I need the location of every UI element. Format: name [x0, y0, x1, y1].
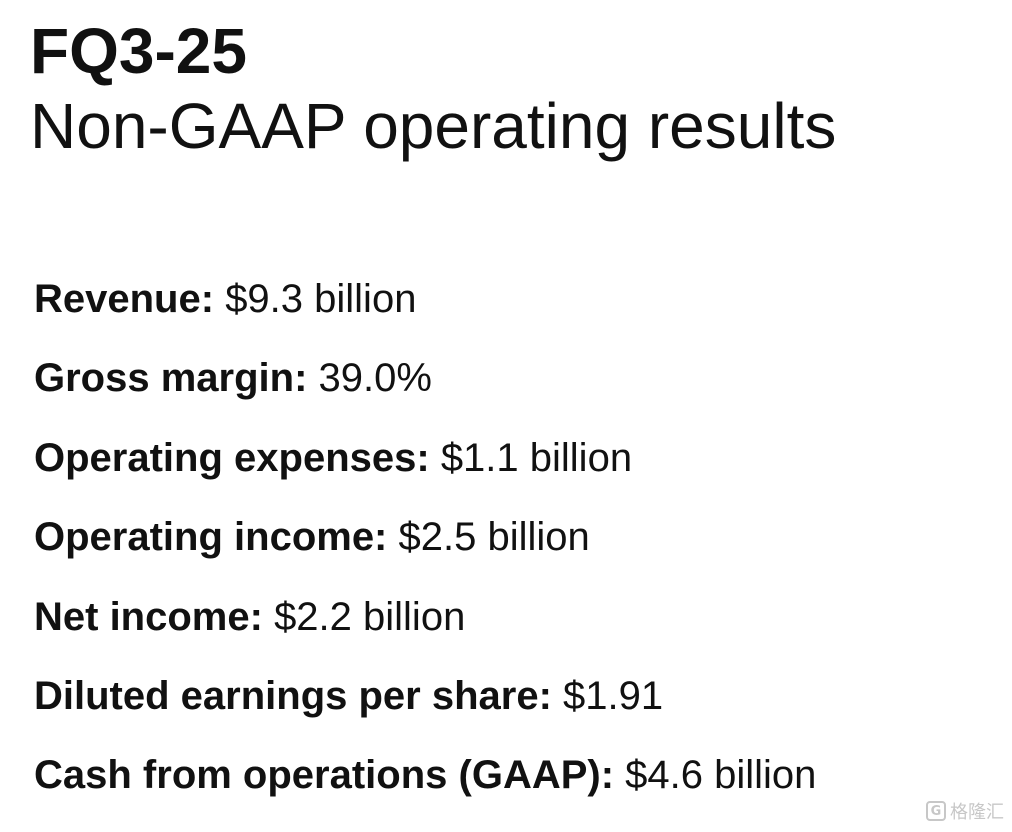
- metric-label: Operating expenses:: [34, 435, 430, 480]
- metric-value: $1.1 billion: [440, 435, 633, 480]
- metric-value: $2.2 billion: [274, 594, 466, 639]
- metric-revenue: Revenue: $9.3 billion: [34, 276, 1004, 355]
- watermark-text: 格隆汇: [950, 802, 1004, 823]
- watermark-logo-icon: G: [926, 801, 946, 821]
- metric-label: Cash from operations (GAAP):: [34, 753, 615, 798]
- metric-value: 39.0%: [318, 356, 432, 401]
- metric-label: Gross margin:: [34, 356, 308, 401]
- metric-label: Revenue:: [34, 277, 215, 321]
- metric-operating-income: Operating income: $2.5 billion: [34, 514, 1004, 593]
- metric-value: $9.3 billion: [225, 277, 417, 321]
- slide-header: FQ3-25 Non-GAAP operating results: [30, 14, 1000, 164]
- page-subtitle: Non-GAAP operating results: [30, 90, 837, 162]
- metric-value: $1.91: [563, 673, 664, 718]
- metric-gross-margin: Gross margin: 39.0%: [34, 355, 1004, 434]
- metric-value: $2.5 billion: [398, 515, 590, 560]
- metrics-list: Revenue: $9.3 billion Gross margin: 39.0…: [34, 276, 1004, 832]
- metric-cash-from-operations: Cash from operations (GAAP): $4.6 billio…: [34, 752, 1004, 831]
- page-title: FQ3-25: [30, 15, 247, 87]
- metric-label: Operating income:: [34, 515, 388, 560]
- metric-diluted-eps: Diluted earnings per share: $1.91: [34, 673, 1004, 752]
- metric-value: $4.6 billion: [625, 753, 817, 798]
- watermark: G 格隆汇: [926, 798, 1004, 824]
- metric-net-income: Net income: $2.2 billion: [34, 594, 1004, 673]
- metric-label: Diluted earnings per share:: [34, 673, 552, 718]
- metric-operating-expenses: Operating expenses: $1.1 billion: [34, 435, 1004, 514]
- metric-label: Net income:: [34, 594, 263, 639]
